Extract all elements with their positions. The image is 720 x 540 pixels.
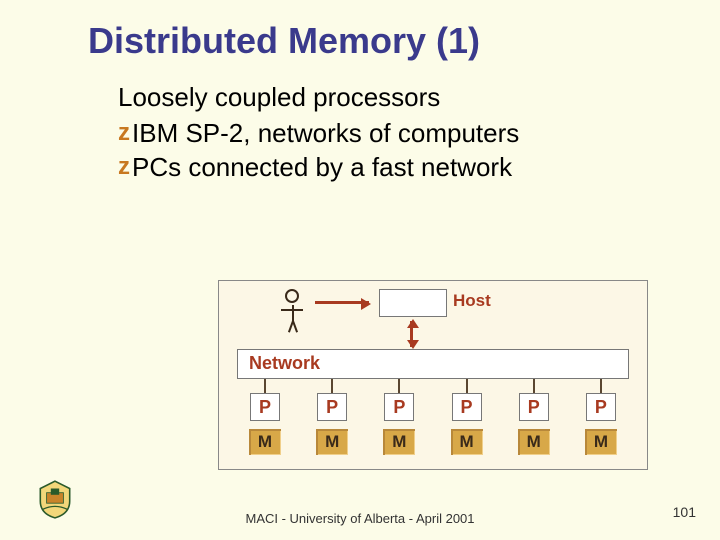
footer-text: MACI - University of Alberta - April 200…	[0, 511, 720, 526]
nodes-row: P M P M P M P M P M P M	[237, 393, 629, 455]
bullet-text: IBM SP-2, networks of computers	[132, 117, 519, 149]
page-number: 101	[673, 504, 696, 520]
memory-box: M	[451, 429, 483, 455]
memory-box: M	[249, 429, 281, 455]
node: P M	[304, 393, 360, 455]
memory-box: M	[316, 429, 348, 455]
connector-icon	[331, 379, 333, 393]
network-label: Network	[249, 353, 320, 374]
bullet-text: PCs connected by a fast network	[132, 151, 512, 183]
subtitle-text: Loosely coupled processors	[118, 82, 660, 113]
node: P M	[506, 393, 562, 455]
bullet-item: z IBM SP-2, networks of computers	[118, 117, 660, 149]
processor-box: P	[250, 393, 280, 421]
arrow-right-icon	[315, 301, 369, 304]
node: P M	[371, 393, 427, 455]
processor-box: P	[519, 393, 549, 421]
arrow-updown-icon	[410, 321, 413, 347]
memory-box: M	[585, 429, 617, 455]
connector-icon	[533, 379, 535, 393]
host-box	[379, 289, 447, 317]
connector-icon	[466, 379, 468, 393]
processor-box: P	[317, 393, 347, 421]
host-label: Host	[453, 291, 491, 311]
bullet-item: z PCs connected by a fast network	[118, 151, 660, 183]
slide-title: Distributed Memory (1)	[0, 0, 720, 62]
node: P M	[237, 393, 293, 455]
connector-icon	[264, 379, 266, 393]
bullet-glyph-icon: z	[118, 117, 130, 149]
bullet-glyph-icon: z	[118, 151, 130, 183]
connector-icon	[600, 379, 602, 393]
connector-icon	[398, 379, 400, 393]
processor-box: P	[384, 393, 414, 421]
processor-box: P	[452, 393, 482, 421]
slide-body: Loosely coupled processors z IBM SP-2, n…	[0, 62, 720, 183]
node: P M	[439, 393, 495, 455]
network-diagram: Host Network P M P M P M P M P M	[218, 280, 648, 470]
memory-box: M	[518, 429, 550, 455]
processor-box: P	[586, 393, 616, 421]
node: P M	[573, 393, 629, 455]
memory-box: M	[383, 429, 415, 455]
